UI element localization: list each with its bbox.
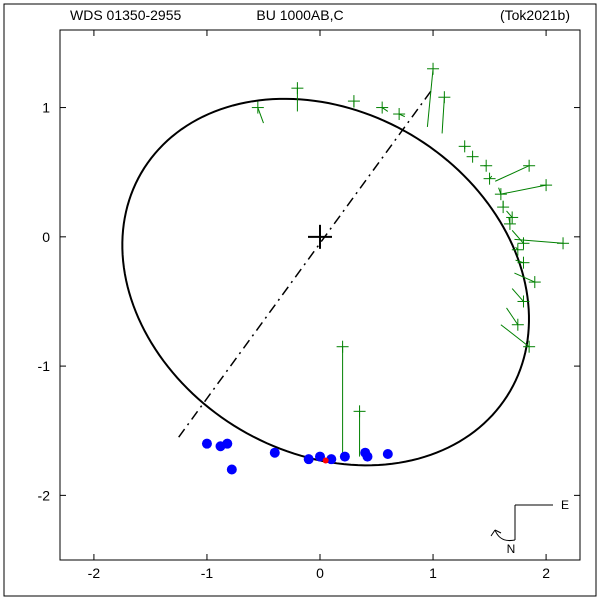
- obs-dot: [383, 449, 393, 459]
- ytick-label: -2: [38, 487, 51, 503]
- residual-connector: [258, 108, 264, 124]
- line-of-nodes: [179, 88, 433, 437]
- residual-connector: [501, 185, 546, 194]
- outer-frame: [4, 4, 596, 596]
- xtick-label: 0: [316, 565, 324, 581]
- obs-dot: [227, 465, 237, 475]
- ytick-label: 0: [42, 229, 50, 245]
- ytick-label: -1: [38, 358, 51, 374]
- residual-connector: [382, 108, 388, 112]
- residual-connector: [501, 325, 529, 347]
- xtick-label: -2: [88, 565, 101, 581]
- obs-dot: [304, 454, 314, 464]
- periastron-point: [323, 457, 329, 463]
- orbit-ellipse: [122, 99, 529, 465]
- obs-dot: [270, 448, 280, 458]
- residual-connector: [495, 166, 529, 182]
- compass-e-label: E: [561, 498, 569, 512]
- orbit-plot: WDS 01350-2955 BU 1000AB,C (Tok2021b) -2 -1 0…: [0, 0, 600, 600]
- obs-dot: [340, 452, 350, 462]
- xtick-label: 2: [542, 565, 550, 581]
- obs-dot: [202, 439, 212, 449]
- residual-connector: [512, 230, 523, 243]
- residual-connector: [507, 308, 518, 325]
- residual-connector: [427, 69, 433, 127]
- ytick-label: 1: [42, 100, 50, 116]
- header-left: WDS 01350-2955: [70, 7, 182, 23]
- header-right: (Tok2021b): [500, 7, 570, 23]
- residual-connector: [512, 289, 523, 302]
- plot-frame: [60, 30, 580, 560]
- obs-dot: [362, 452, 372, 462]
- xtick-label: 1: [429, 565, 437, 581]
- compass-n-label: N: [507, 542, 516, 556]
- header-center: BU 1000AB,C: [256, 7, 343, 23]
- residual-connector: [507, 211, 513, 217]
- obs-dot: [222, 439, 232, 449]
- xtick-label: -1: [201, 565, 214, 581]
